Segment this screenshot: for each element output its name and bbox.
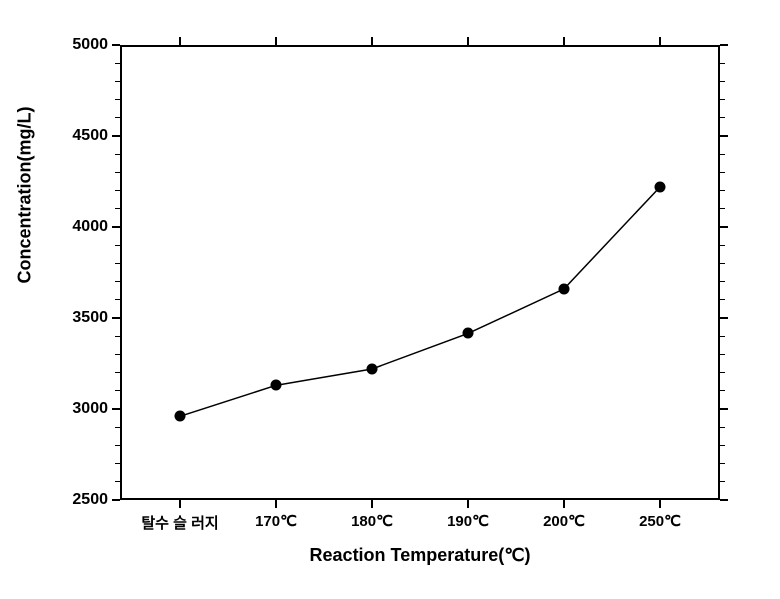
y-minor-tick <box>115 481 120 482</box>
y-minor-tick <box>720 463 725 464</box>
y-tick-label: 5000 <box>72 36 108 54</box>
x-tick <box>563 500 565 508</box>
y-tick <box>720 226 728 228</box>
x-tick-label: 170℃ <box>226 512 326 530</box>
x-tick <box>179 500 181 508</box>
y-minor-tick <box>720 336 725 337</box>
y-tick-label: 2500 <box>72 491 108 509</box>
y-minor-tick <box>115 445 120 446</box>
x-tick <box>659 500 661 508</box>
y-minor-tick <box>720 281 725 282</box>
y-axis-label: Concentration(mg/L) <box>15 263 36 283</box>
y-minor-tick <box>115 172 120 173</box>
x-tick-label: 200℃ <box>514 512 614 530</box>
y-minor-tick <box>720 481 725 482</box>
data-point <box>559 283 570 294</box>
y-minor-tick <box>115 299 120 300</box>
y-tick <box>720 408 728 410</box>
y-minor-tick <box>720 99 725 100</box>
y-minor-tick <box>720 245 725 246</box>
y-minor-tick <box>115 99 120 100</box>
data-point <box>175 411 186 422</box>
x-tick-label: 190℃ <box>418 512 518 530</box>
x-tick <box>179 37 181 45</box>
y-tick-label: 3500 <box>72 309 108 327</box>
y-minor-tick <box>720 372 725 373</box>
y-tick-label: 4000 <box>72 218 108 236</box>
x-tick-label: 탈수 슬 러지 <box>130 512 230 533</box>
y-minor-tick <box>720 190 725 191</box>
x-tick <box>467 37 469 45</box>
y-minor-tick <box>115 208 120 209</box>
y-minor-tick <box>720 117 725 118</box>
x-tick <box>275 37 277 45</box>
y-tick <box>720 135 728 137</box>
x-tick-label: 180℃ <box>322 512 422 530</box>
y-minor-tick <box>115 117 120 118</box>
y-minor-tick <box>115 63 120 64</box>
y-minor-tick <box>115 354 120 355</box>
x-tick <box>659 37 661 45</box>
y-minor-tick <box>115 154 120 155</box>
data-point <box>367 363 378 374</box>
y-minor-tick <box>720 263 725 264</box>
y-minor-tick <box>115 463 120 464</box>
y-minor-tick <box>720 208 725 209</box>
y-tick <box>112 135 120 137</box>
y-minor-tick <box>720 427 725 428</box>
x-axis-label: Reaction Temperature(℃) <box>290 545 550 566</box>
y-minor-tick <box>115 190 120 191</box>
y-tick <box>720 499 728 501</box>
y-tick <box>112 499 120 501</box>
y-minor-tick <box>115 263 120 264</box>
data-point <box>271 380 282 391</box>
y-tick <box>112 226 120 228</box>
y-minor-tick <box>720 390 725 391</box>
y-minor-tick <box>720 81 725 82</box>
y-minor-tick <box>115 427 120 428</box>
y-minor-tick <box>720 154 725 155</box>
y-minor-tick <box>115 281 120 282</box>
y-tick <box>112 44 120 46</box>
y-minor-tick <box>115 336 120 337</box>
x-tick <box>467 500 469 508</box>
y-minor-tick <box>720 299 725 300</box>
x-tick <box>371 37 373 45</box>
x-tick <box>563 37 565 45</box>
x-tick <box>371 500 373 508</box>
y-minor-tick <box>115 245 120 246</box>
y-tick <box>720 317 728 319</box>
y-tick-label: 4500 <box>72 127 108 145</box>
y-tick <box>720 44 728 46</box>
y-minor-tick <box>115 372 120 373</box>
y-minor-tick <box>115 81 120 82</box>
y-minor-tick <box>720 63 725 64</box>
x-tick <box>275 500 277 508</box>
y-tick-label: 3000 <box>72 400 108 418</box>
x-tick-label: 250℃ <box>610 512 710 530</box>
plot-area <box>120 45 720 500</box>
chart-container: Concentration(mg/L) Reaction Temperature… <box>0 0 780 599</box>
y-minor-tick <box>720 172 725 173</box>
y-tick <box>112 408 120 410</box>
y-minor-tick <box>720 354 725 355</box>
y-minor-tick <box>115 390 120 391</box>
data-point <box>655 181 666 192</box>
y-tick <box>112 317 120 319</box>
data-point <box>463 328 474 339</box>
y-minor-tick <box>720 445 725 446</box>
